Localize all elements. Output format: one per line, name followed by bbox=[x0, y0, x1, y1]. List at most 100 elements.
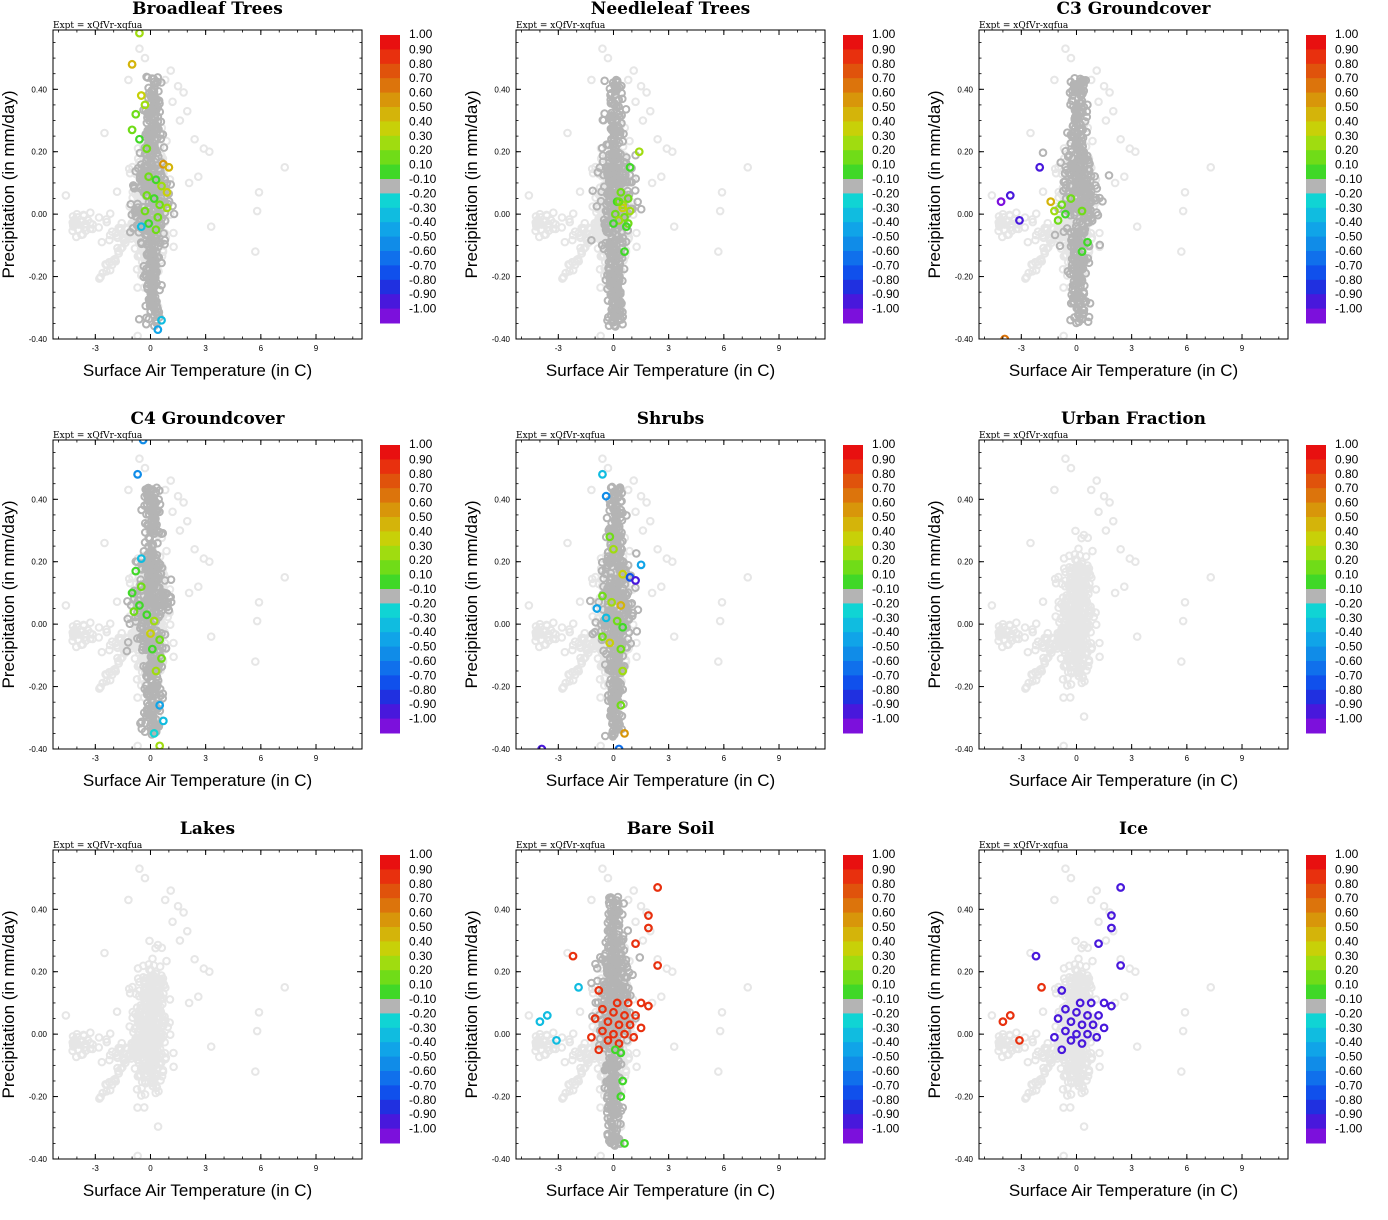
colorbar-swatch bbox=[843, 179, 863, 194]
background-point bbox=[549, 618, 558, 628]
colorbar-label: 0.70 bbox=[1335, 71, 1359, 85]
background-point bbox=[124, 75, 133, 85]
data-point bbox=[151, 666, 161, 676]
neutral-point bbox=[159, 143, 169, 152]
neutral-point bbox=[147, 713, 157, 722]
data-point bbox=[136, 222, 146, 232]
background-point bbox=[132, 675, 142, 684]
background-point bbox=[133, 741, 142, 749]
colorbar-swatch bbox=[1306, 107, 1326, 122]
colorbar-label: 1.00 bbox=[409, 437, 433, 451]
neutral-point bbox=[155, 640, 165, 650]
x-tick-label: 0 bbox=[1074, 344, 1079, 353]
background-point bbox=[105, 235, 114, 245]
colorbar-swatch bbox=[843, 193, 863, 209]
background-point bbox=[645, 516, 655, 526]
background-point bbox=[118, 242, 127, 252]
neutral-point bbox=[607, 116, 616, 126]
neutral-point bbox=[615, 256, 624, 266]
y-tick-label: -0.40 bbox=[29, 335, 48, 344]
background-point bbox=[598, 252, 607, 261]
background-point bbox=[998, 209, 1008, 219]
colorbar-label: -0.10 bbox=[1335, 172, 1363, 186]
colorbar-swatch bbox=[843, 150, 863, 166]
background-point bbox=[565, 627, 575, 637]
colorbar-label: -0.30 bbox=[409, 611, 437, 625]
neutral-point bbox=[1071, 106, 1081, 116]
colorbar-label: 0.90 bbox=[409, 42, 433, 56]
background-point bbox=[194, 582, 203, 591]
neutral-point bbox=[1066, 182, 1076, 192]
background-point bbox=[169, 228, 178, 238]
neutral-point bbox=[596, 196, 606, 206]
data-point bbox=[129, 607, 139, 617]
colorbar-label: 0.10 bbox=[872, 158, 896, 172]
neutral-point bbox=[608, 139, 618, 149]
y-tick-label: 0.20 bbox=[957, 148, 973, 157]
colorbar-swatch bbox=[380, 603, 400, 619]
background-point bbox=[568, 675, 578, 685]
neutral-point bbox=[144, 594, 153, 604]
background-point bbox=[184, 588, 194, 598]
data-point bbox=[155, 200, 165, 210]
expt-label: Expt = xQfVr-xqfua bbox=[516, 21, 606, 31]
colorbar-label: -1.00 bbox=[1335, 302, 1363, 316]
neutral-point bbox=[145, 301, 155, 310]
neutral-point bbox=[150, 598, 160, 607]
background-point bbox=[575, 597, 585, 607]
background-point bbox=[199, 144, 209, 153]
panel-c4-groundcover: C4 Groundcover Expt = xQfVr-xqfua 0.40 0.20… bbox=[0, 410, 463, 810]
background-point bbox=[559, 682, 568, 692]
colorbar-swatch bbox=[843, 49, 863, 65]
neutral-point bbox=[141, 718, 150, 728]
colored-points bbox=[609, 147, 644, 257]
background-point bbox=[72, 619, 82, 629]
colorbar-swatch bbox=[380, 545, 400, 561]
colorbar-swatch bbox=[1306, 222, 1326, 238]
plot-area bbox=[524, 44, 753, 339]
colorbar-label: 0.80 bbox=[872, 57, 896, 71]
neutral-point bbox=[1066, 77, 1076, 87]
colorbar-swatch bbox=[380, 236, 400, 252]
colorbar-label: -0.80 bbox=[872, 273, 900, 287]
background-point bbox=[97, 647, 107, 657]
background-point bbox=[535, 619, 545, 629]
data-point bbox=[1015, 215, 1024, 225]
data-point bbox=[127, 125, 137, 135]
colorbar-label: -0.10 bbox=[409, 582, 437, 596]
colorbar-label: 0.50 bbox=[409, 100, 433, 114]
background-point bbox=[987, 191, 997, 200]
x-tick-label: 6 bbox=[1185, 344, 1190, 353]
neutral-point bbox=[161, 644, 171, 653]
colorbar-swatch bbox=[380, 560, 400, 576]
data-point bbox=[153, 325, 163, 335]
background-point bbox=[1041, 225, 1051, 235]
colorbar-label: -0.30 bbox=[872, 201, 900, 215]
x-tick-label: -3 bbox=[92, 344, 100, 353]
expt-label: Expt = xQfVr-xqfua bbox=[979, 21, 1069, 31]
neutral-point bbox=[155, 706, 165, 716]
background-point bbox=[1038, 187, 1048, 197]
background-point bbox=[1031, 235, 1040, 245]
x-tick-label: 6 bbox=[259, 754, 264, 763]
background-point bbox=[1108, 106, 1118, 116]
colorbar-swatch bbox=[1306, 236, 1326, 252]
background-point bbox=[100, 128, 109, 138]
neutral-point bbox=[143, 73, 153, 82]
background-point bbox=[568, 619, 578, 628]
colorbar-swatch bbox=[380, 78, 400, 94]
x-axis-label: Surface Air Temperature (in C) bbox=[83, 361, 312, 380]
data-point bbox=[144, 172, 154, 182]
neutral-point bbox=[1055, 241, 1065, 251]
colorbar-label: 0.20 bbox=[872, 143, 896, 157]
background-point bbox=[1012, 208, 1021, 218]
colorbar-swatch bbox=[380, 632, 400, 648]
data-point bbox=[623, 194, 633, 203]
background-point bbox=[669, 632, 679, 641]
neutral-point bbox=[1095, 240, 1105, 250]
neutral-point bbox=[606, 260, 616, 270]
background-point bbox=[179, 88, 188, 97]
colorbar-label: -0.70 bbox=[409, 258, 437, 272]
background-point bbox=[94, 213, 104, 222]
